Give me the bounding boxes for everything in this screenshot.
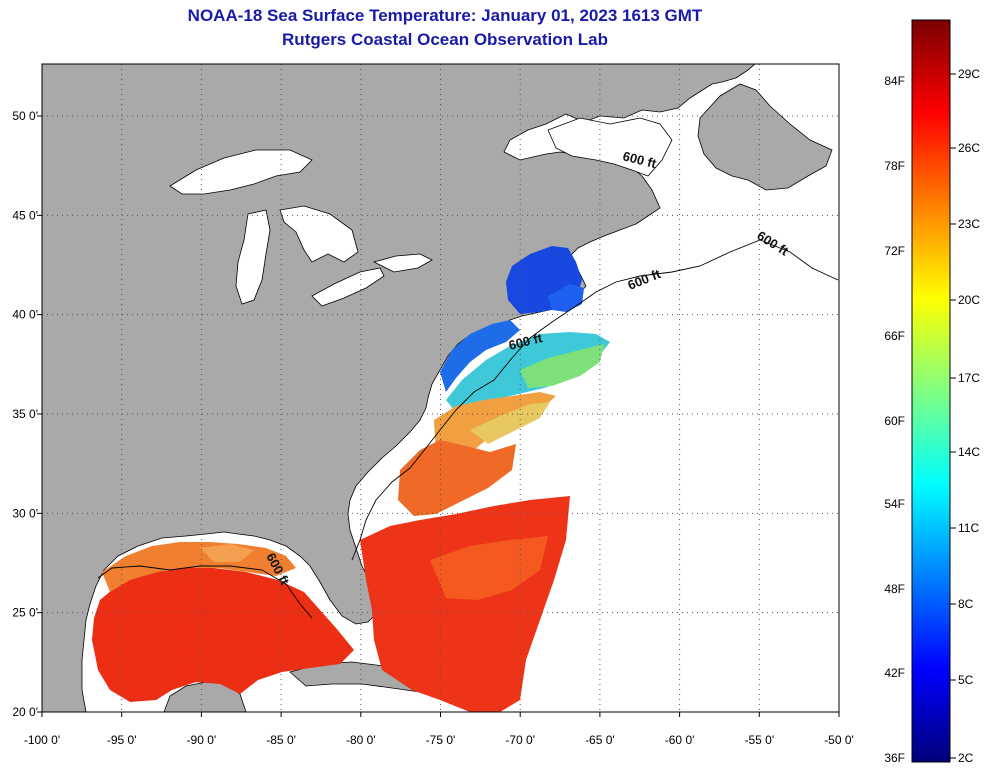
lat-tick-label: 40 0' [12,308,38,322]
gulf-st-lawrence [547,117,673,177]
colorbar-f-label: 42F [884,666,905,680]
colorbar-f-label: 84F [884,74,905,88]
lat-tick-label: 35 0' [12,407,38,421]
isobath-600ft [97,239,839,619]
lake-huron [279,205,359,263]
lat-lon-grid [42,64,839,712]
colorbar-c-label: 11C [958,521,979,535]
lon-tick-label: -95 0' [107,733,137,747]
colorbar-f-label: 78F [884,159,905,173]
colorbar [911,19,951,763]
lon-tick-label: -100 0' [24,733,60,747]
sst-data [92,246,610,712]
colorbar-c-label: 23C [958,217,980,231]
colorbar-f-label: 54F [884,497,905,511]
colorbar-f-label: 48F [884,582,905,596]
lon-tick-label: -60 0' [665,733,695,747]
lake-michigan [235,209,271,305]
colorbar-c-label: 2C [958,751,974,765]
colorbar-c-label: 26C [958,141,980,155]
colorbar-c-label: 17C [958,371,980,385]
latitude-axis: 50 0' 45 0' 40 0' 35 0' 30 0' 25 0' 20 0' [12,109,42,719]
colorbar-c-label: 20C [958,293,980,307]
lake-ontario [372,253,433,273]
map-title: NOAA-18 Sea Surface Temperature: January… [187,6,703,25]
lon-tick-label: -65 0' [585,733,615,747]
lon-tick-label: -70 0' [505,733,535,747]
colorbar-celsius-labels: 29C 26C 23C 20C 17C 14C 11C 8C 5C 2C [950,67,980,765]
lake-erie [311,267,385,307]
colorbar-f-label: 60F [884,414,905,428]
colorbar-f-label: 72F [884,244,905,258]
lat-tick-label: 25 0' [12,606,38,620]
lon-tick-label: -85 0' [266,733,296,747]
lon-tick-label: -80 0' [346,733,376,747]
lat-tick-label: 20 0' [12,705,38,719]
lat-tick-label: 50 0' [12,109,38,123]
lon-tick-label: -55 0' [744,733,774,747]
colorbar-c-label: 29C [958,67,980,81]
colorbar-c-label: 14C [958,445,980,459]
colorbar-c-label: 8C [958,597,974,611]
lat-tick-label: 30 0' [12,506,38,520]
map-subtitle: Rutgers Coastal Ocean Observation Lab [282,30,608,49]
colorbar-c-label: 5C [958,673,974,687]
colorbar-f-label: 66F [884,329,905,343]
lake-superior [169,149,313,195]
land-newfoundland [697,83,833,191]
longitude-axis: -100 0' -95 0' -90 0' -85 0' -80 0' -75 0' -70… [24,712,854,747]
colorbar-f-label: 36F [884,751,905,765]
lat-tick-label: 45 0' [12,208,38,222]
lon-tick-label: -50 0' [824,733,854,747]
lon-tick-label: -75 0' [426,733,456,747]
colorbar-fahrenheit-labels: 84F 78F 72F 66F 60F 54F 48F 42F 36F [884,74,905,765]
lon-tick-label: -90 0' [187,733,217,747]
